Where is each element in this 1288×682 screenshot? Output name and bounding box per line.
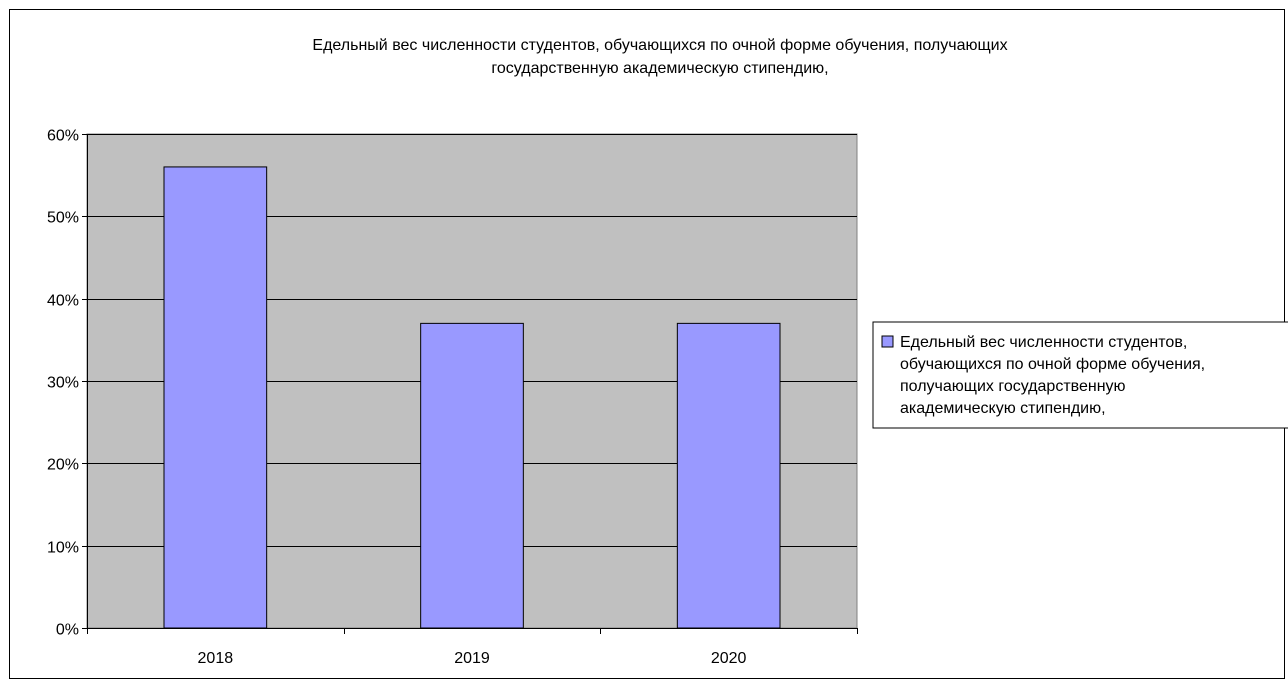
bar-2019 <box>420 322 524 629</box>
y-tick-label: 10% <box>47 540 79 557</box>
bar-2020 <box>676 322 781 629</box>
chart-title: Едельный вес численности студентов, обуч… <box>312 37 1007 77</box>
legend-label-line-4: академическую стипендию, <box>900 400 1106 417</box>
x-tick-labels: 2018 2019 2020 <box>198 650 747 667</box>
chart-title-line-1: Едельный вес численности студентов, обуч… <box>312 37 1007 54</box>
legend-box <box>872 321 1288 429</box>
axes <box>82 134 858 634</box>
legend-label-line-3: получающих государственную <box>900 378 1126 395</box>
bars <box>163 166 781 629</box>
y-tick-label: 20% <box>47 457 79 474</box>
legend: Едельный вес численности студентов, обуч… <box>872 321 1288 429</box>
y-tick-label: 40% <box>47 293 79 310</box>
y-tick-labels: 0% 10% 20% 30% 40% 50% 60% <box>47 128 79 639</box>
legend-label-line-2: обучающихся по очной форме обучения, <box>900 356 1205 373</box>
chart-title-line-2: государственную академическую стипендию, <box>491 60 828 77</box>
x-tick-label: 2019 <box>454 650 490 667</box>
y-tick-label: 30% <box>47 375 79 392</box>
y-tick-label: 50% <box>47 210 79 227</box>
y-tick-label: 60% <box>47 128 79 145</box>
x-tick-label: 2018 <box>198 650 234 667</box>
x-tick-label: 2020 <box>711 650 747 667</box>
y-tick-label: 0% <box>56 622 79 639</box>
legend-label-line-1: Едельный вес численности студентов, <box>900 334 1187 351</box>
bar-2018 <box>163 166 268 629</box>
legend-swatch <box>881 335 894 348</box>
